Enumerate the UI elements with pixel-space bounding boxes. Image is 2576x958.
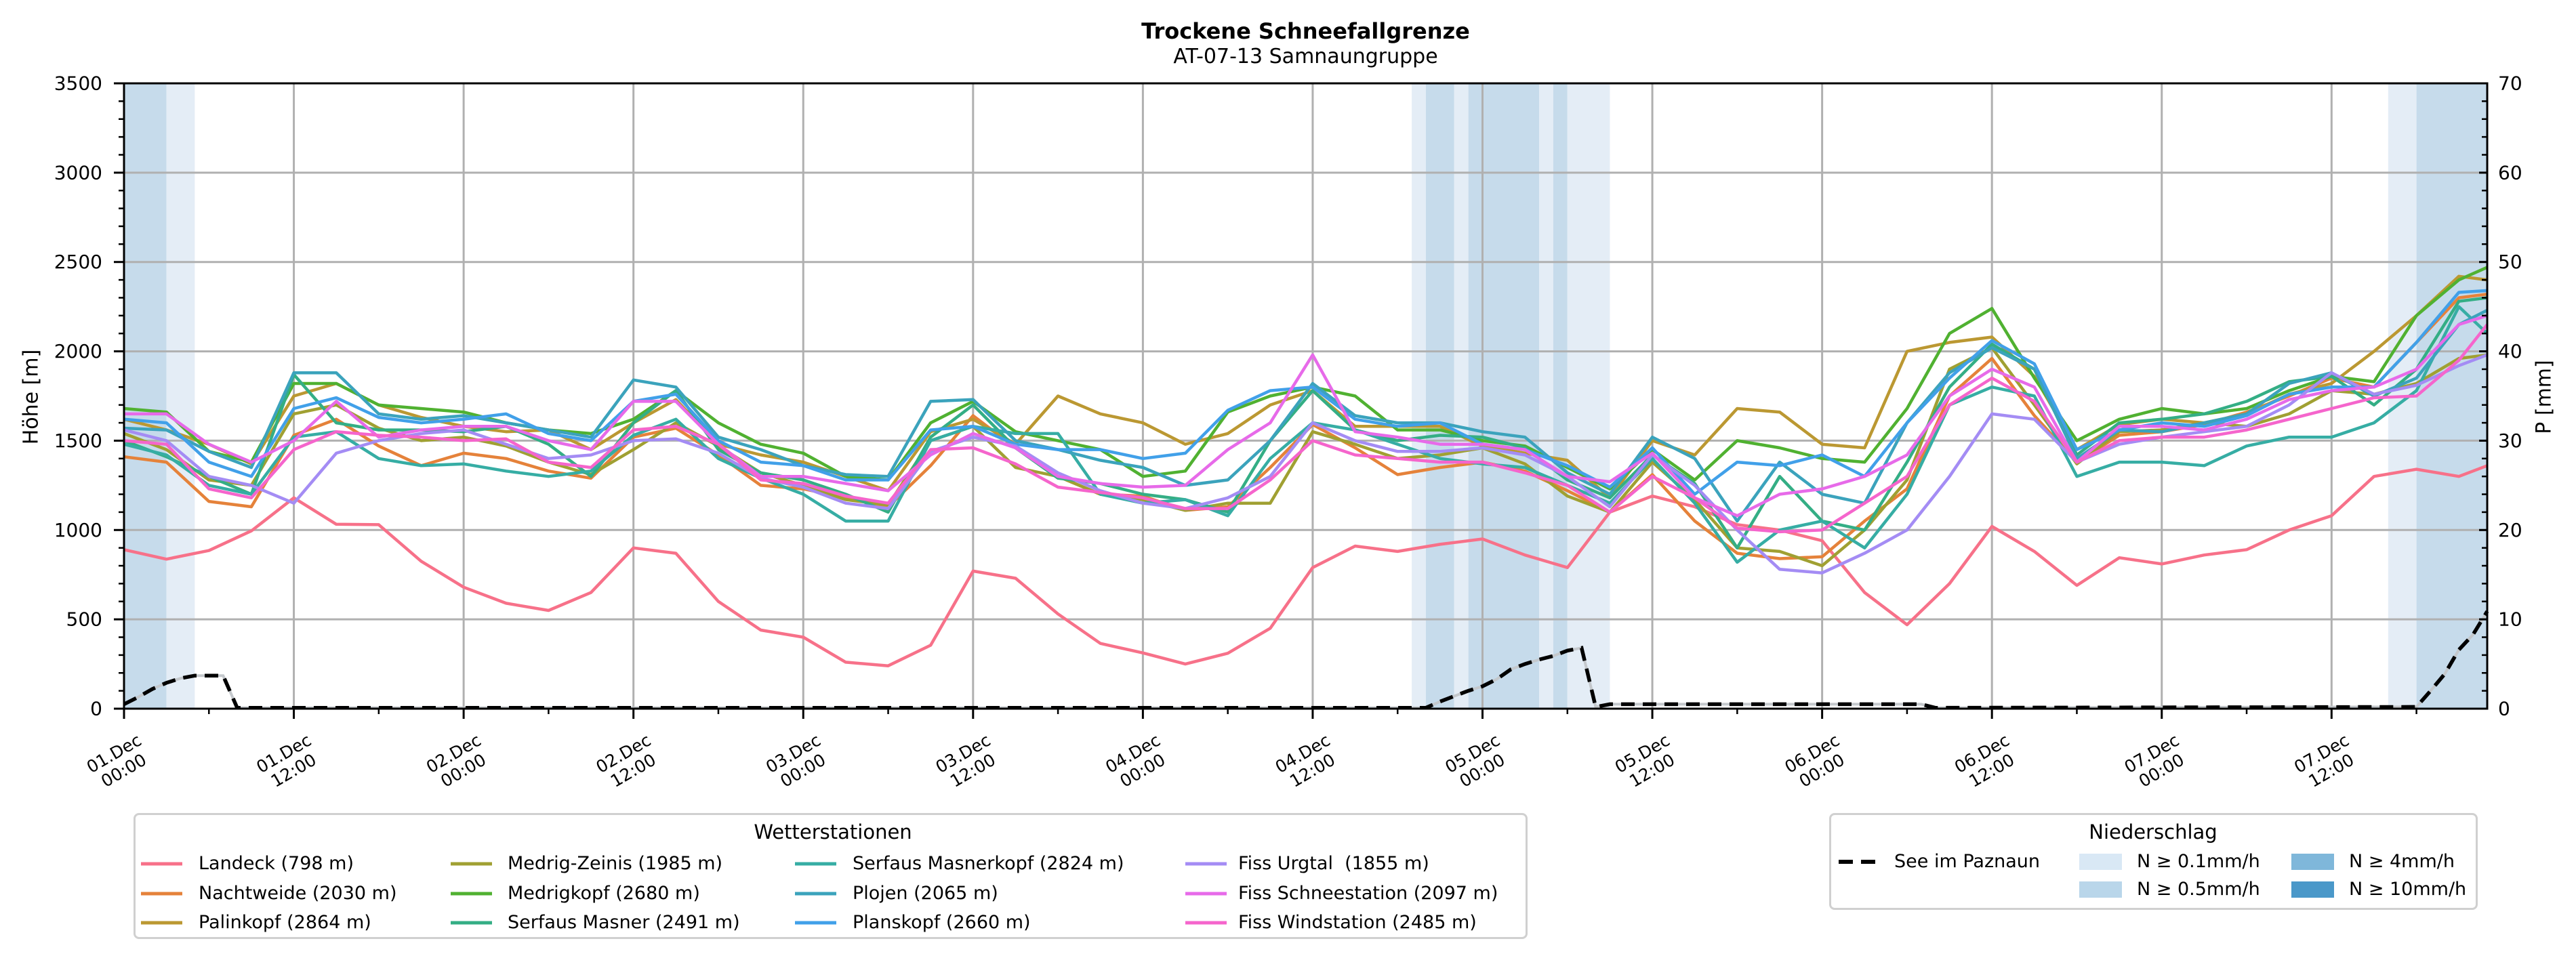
legend-patch-n05 [2079, 881, 2122, 898]
precipitation-bands [124, 83, 2487, 709]
precip-band [1539, 83, 1553, 709]
series-line-11 [123, 323, 2489, 534]
legend-item-label: N ≥ 0.5mm/h [2137, 879, 2260, 900]
station-series [123, 266, 2489, 667]
y-tick-label: 0 [90, 698, 102, 720]
lake-line-dashed [123, 610, 2489, 710]
legend-handle-planskopf [795, 921, 836, 925]
chart-title: Trockene Schneefallgrenze [1141, 18, 1470, 44]
precip-band [2416, 83, 2487, 709]
y-right-tick-label: 60 [2498, 161, 2522, 184]
series-line-0 [123, 464, 2488, 667]
x-tick-label: 02.Dec00:00 [423, 730, 494, 794]
legend-item-label: N ≥ 4mm/h [2349, 851, 2455, 872]
precip-band [1553, 83, 1568, 709]
y-tick-label: 2000 [54, 340, 102, 362]
legend-handle-nachtweide [141, 892, 182, 896]
y-right-tick-label: 70 [2498, 72, 2522, 95]
series-line-3 [123, 346, 2488, 568]
legend-item-label: Fiss Windstation (2485 m) [1238, 912, 1477, 933]
axes [114, 82, 2489, 719]
legend-stations: Wetterstationen Landeck (798 m) Nachtwei… [134, 813, 1528, 939]
plot-frame [123, 82, 2489, 710]
x-tick-label: 01.Dec12:00 [253, 730, 324, 794]
x-tick-label: 04.Dec12:00 [1272, 730, 1343, 794]
y-tick-label: 1000 [54, 519, 102, 541]
legend-precip: Niederschlag See im Paznaun N ≥ 0.1mm/h … [1829, 813, 2478, 910]
series-line-10 [124, 314, 2488, 518]
x-tick-label: 07.Dec00:00 [2121, 730, 2192, 794]
legend-handle-medrig-zeinis [451, 862, 492, 866]
legend-handle-serfaus-masnerkopf [795, 862, 836, 866]
legend-item-label: Medrigkopf (2680 m) [508, 883, 700, 904]
y-tick-label: 3500 [54, 72, 102, 95]
legend-handle-fiss-urgtal [1185, 862, 1227, 866]
x-tick-label: 05.Dec12:00 [1612, 730, 1683, 794]
y-tick-label: 500 [66, 608, 102, 631]
x-tick-label: 06.Dec12:00 [1951, 730, 2022, 794]
x-tick-label: 04.Dec00:00 [1102, 730, 1173, 794]
legend-item-label: Palinkopf (2864 m) [199, 912, 371, 933]
precip-band [166, 83, 195, 709]
series-line-9 [123, 353, 2488, 575]
legend-item-label: Fiss Schneestation (2097 m) [1238, 883, 1498, 904]
legend-item-label: Landeck (798 m) [199, 853, 354, 874]
legend-stations-title: Wetterstationen [754, 820, 912, 844]
x-tick-label: 03.Dec12:00 [933, 730, 1004, 794]
legend-item-label: Plojen (2065 m) [853, 883, 998, 904]
grid-lines [124, 83, 2487, 709]
legend-item-label: See im Paznaun [1894, 851, 2040, 872]
y-tick-label: 1500 [54, 430, 102, 452]
legend-item-label: Fiss Urgtal (1855 m) [1238, 853, 1429, 874]
lake-series [123, 610, 2489, 710]
legend-item-label: Serfaus Masner (2491 m) [508, 912, 740, 933]
legend-item-label: Nachtweide (2030 m) [199, 883, 397, 904]
chart-subtitle: AT-07-13 Samnaungruppe [1173, 45, 1438, 68]
y-tick-label: 2500 [54, 251, 102, 273]
legend-item-label: N ≥ 0.1mm/h [2137, 851, 2260, 872]
x-tick-label: 03.Dec00:00 [762, 730, 834, 794]
y-right-tick-label: 50 [2498, 251, 2522, 273]
legend-handle-plojen [795, 892, 836, 896]
y-right-tick-label: 0 [2498, 698, 2510, 720]
lake-line-underlay [123, 610, 2489, 709]
precip-band [124, 83, 167, 709]
y-right-tick-label: 40 [2498, 340, 2522, 362]
legend-handle-palinkopf [141, 921, 182, 925]
precip-band [1567, 83, 1610, 709]
precip-band [1425, 83, 1454, 709]
y-right-tick-label: 10 [2498, 608, 2522, 631]
legend-item-label: Planskopf (2660 m) [853, 912, 1031, 933]
legend-handle-lake-dashed [1839, 860, 1877, 864]
precip-band [1454, 83, 1469, 709]
y-axis-label-right: P [mm] [2532, 360, 2556, 434]
precip-band [1468, 83, 1540, 709]
x-tick-label: 07.Dec12:00 [2291, 730, 2362, 794]
y-tick-label: 3000 [54, 161, 102, 184]
series-line-5 [123, 296, 2488, 549]
legend-patch-n01 [2079, 854, 2122, 870]
x-tick-label: 02.Dec12:00 [593, 730, 664, 794]
legend-patch-n4 [2291, 854, 2334, 870]
legend-handle-fiss-schneestation [1185, 892, 1227, 896]
y-right-tick-label: 20 [2498, 519, 2522, 541]
precip-band [1412, 83, 1426, 709]
legend-handle-landeck [141, 862, 182, 866]
legend-patch-n10 [2291, 881, 2334, 898]
y-axis-label-left: Höhe [m] [19, 349, 43, 445]
x-tick-label: 05.Dec00:00 [1442, 730, 1513, 794]
legend-handle-serfaus-masner [451, 921, 492, 925]
y-right-tick-label: 30 [2498, 430, 2522, 452]
legend-item-label: N ≥ 10mm/h [2349, 879, 2467, 900]
legend-handle-fiss-windstation [1185, 921, 1227, 925]
x-tick-label: 06.Dec00:00 [1781, 730, 1852, 794]
legend-item-label: Serfaus Masnerkopf (2824 m) [853, 853, 1124, 874]
x-tick-label: 01.Dec00:00 [83, 730, 155, 794]
legend-precip-title: Niederschlag [2089, 820, 2217, 844]
legend-item-label: Medrig-Zeinis (1985 m) [508, 853, 723, 874]
legend-handle-medrigkopf [451, 892, 492, 896]
